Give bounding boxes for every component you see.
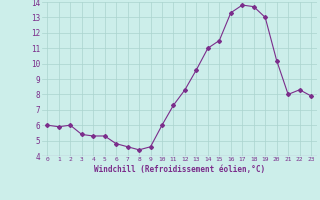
X-axis label: Windchill (Refroidissement éolien,°C): Windchill (Refroidissement éolien,°C) [94, 165, 265, 174]
